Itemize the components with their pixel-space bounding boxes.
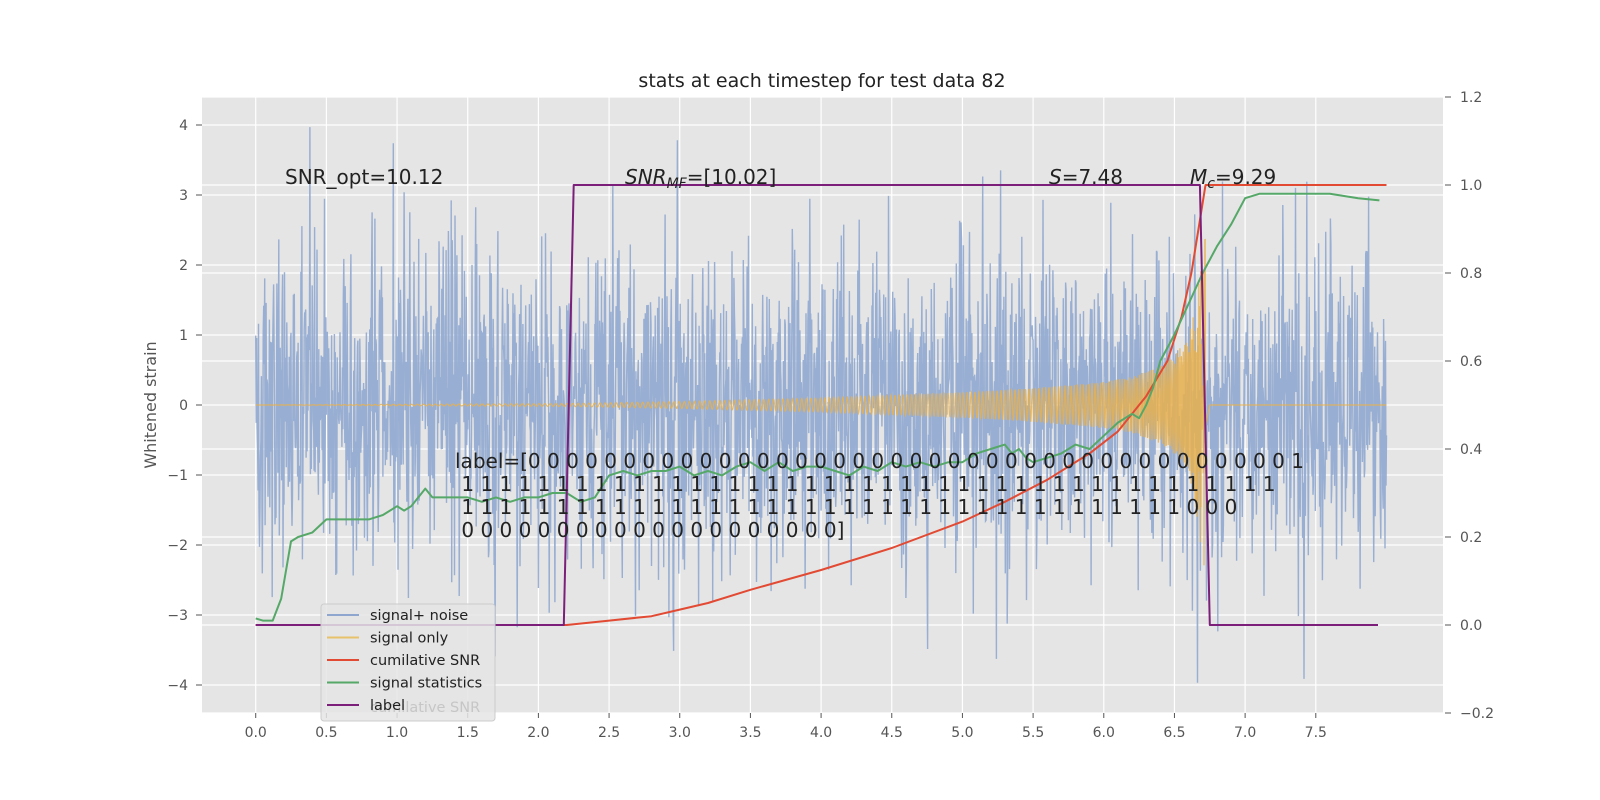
annotation-snr-opt: SNR_opt=10.12 [285,165,443,189]
label-line [255,184,1378,626]
legend-label: signal statistics [370,676,482,692]
x-tick-label: 6.5 [1163,725,1185,741]
x-tick-label: 2.5 [598,725,620,741]
x-tick-label: 6.0 [1093,725,1115,741]
x-tick-label: 0.5 [315,725,337,741]
y2-tick-label: 1.0 [1460,178,1482,194]
x-tick-label: 0.0 [245,725,267,741]
annotation-mc: Mc=9.29 [1190,165,1276,192]
signal-only-line [255,238,1387,566]
legend: cumilative SNR signal+ noise signal only c… [320,603,496,722]
legend-label: label [370,698,405,714]
y-tick-label: 3 [179,188,188,204]
x-tick-label: 3.0 [669,725,691,741]
legend-label: signal only [370,631,449,647]
annotation-snr-mf-value: =[10.02] [687,165,777,189]
y2-tick-label: 0.2 [1460,530,1482,546]
x-tick-label: 4.0 [810,725,832,741]
x-tick-label: 3.5 [739,725,761,741]
x-tick-label: 7.0 [1234,725,1256,741]
x-tick-label: 7.5 [1305,725,1327,741]
y-tick-label: −2 [167,538,188,554]
y-tick-label: 4 [179,118,188,134]
legend-box [320,603,496,722]
x-tick-label: 1.5 [457,725,479,741]
y-tick-label: −1 [167,468,188,484]
y-tick-label: 2 [179,258,188,274]
x-tick-label: 5.5 [1022,725,1044,741]
y2-tick-label: 0.6 [1460,354,1482,370]
y2-tick-label: 1.2 [1460,90,1482,106]
x-tick-label: 2.0 [527,725,549,741]
y-tick-label: 1 [179,328,188,344]
cumilative-snr-line [255,184,1387,626]
label-array-line-4: 0 0 0 0 0 0 0 0 0 0 0 0 0 0 0 0 0 0 0 0] [455,518,844,542]
legend-items: signal+ noise signal only cumilative SNR si… [327,608,482,714]
annotation-snr-mf-sub: MF [667,176,688,192]
annotation-snr-mf: SNRMF=[10.02] [625,165,776,192]
y-tick-label: −4 [167,678,188,694]
label-array-line-2: 1 1 1 1 1 1 1 1 1 1 1 1 1 1 1 1 1 1 1 1 … [455,472,1276,496]
label-array-line-1: label=[0 0 0 0 0 0 0 0 0 0 0 0 0 0 0 0 0… [455,449,1304,473]
signal-only-series [255,238,1387,566]
legend-label: cumilative SNR [370,653,480,669]
chart-title: stats at each timestep for test data 82 [638,70,1005,92]
legend-hidden-text: cumilative SNR [370,700,480,716]
y2-tick-label: 0.4 [1460,442,1482,458]
legend-label: signal+ noise [370,608,468,624]
annotation-snr-mf-base: SNR [625,165,667,189]
tick-labels: 0.0 0.5 1.0 1.5 2.0 2.5 3.0 3.5 4.0 4.5 5.0 5.5 6.0 6… [167,90,1494,741]
signal-statistics-line [255,192,1380,622]
y2-tick-label: 0.0 [1460,618,1482,634]
annotation-mc-var: M [1190,165,1207,189]
y2-tick-label: 0.8 [1460,266,1482,282]
annotation-s-stat-var: S [1049,165,1062,189]
label-array-line-3: 1 1 1 1 1 1 1 1 1 1 1 1 1 1 1 1 1 1 1 1 … [455,495,1237,519]
y-tick-label: −3 [167,608,188,624]
annotation-s-stat: S=7.48 [1049,165,1123,189]
annotation-s-stat-value: =7.48 [1062,165,1123,189]
annotation-mc-sub: c [1207,176,1215,192]
y2-tick-label: −0.2 [1460,706,1494,722]
annotation-label-array: label=[0 0 0 0 0 0 0 0 0 0 0 0 0 0 0 0 0… [455,449,1304,542]
annotation-mc-value: =9.29 [1215,165,1276,189]
y-tick-label: 0 [179,398,188,414]
y-axis-title: Whitened strain [141,341,160,468]
x-tick-label: 4.5 [881,725,903,741]
x-tick-label: 5.0 [951,725,973,741]
right-axis-series [255,184,1387,626]
x-tick-label: 1.0 [386,725,408,741]
